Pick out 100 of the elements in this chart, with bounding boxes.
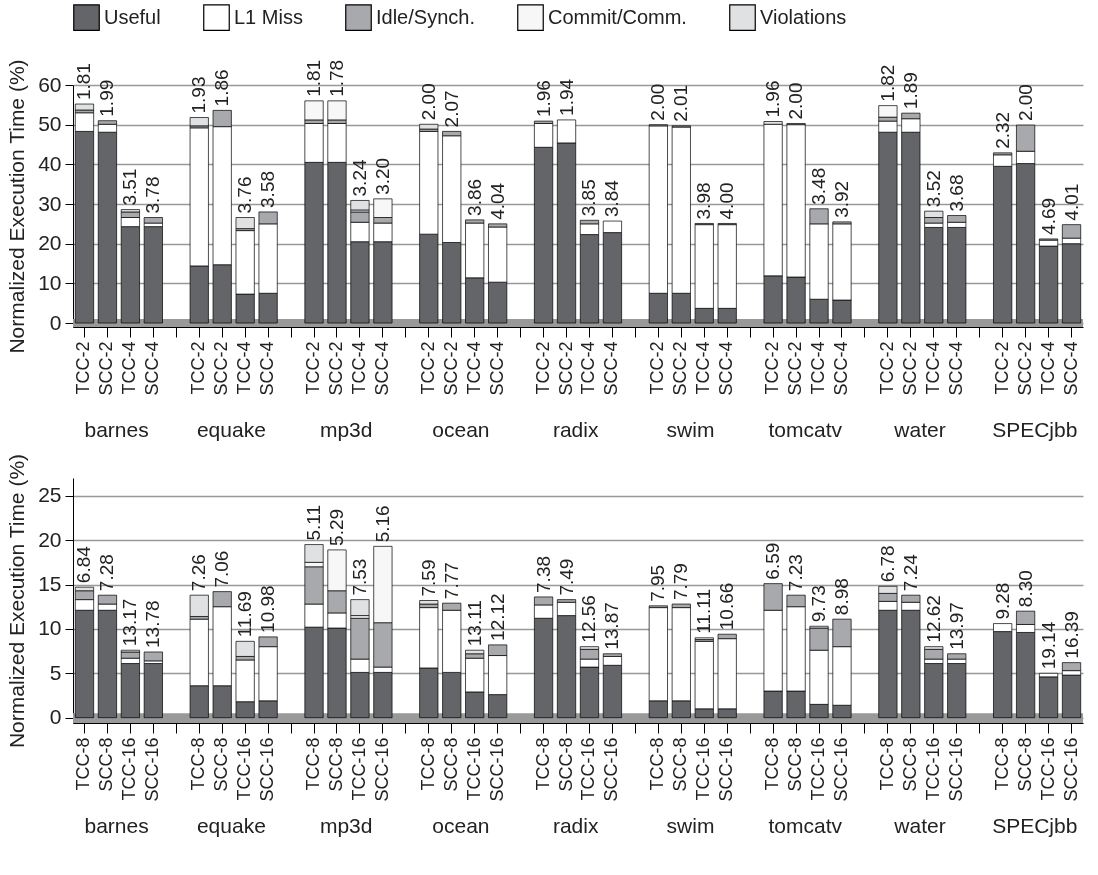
x-tick-label: SCC-4 (716, 341, 737, 396)
text: 1.96 (762, 80, 784, 118)
text: 4.01 (1060, 183, 1082, 221)
y-tick-label: 15 (38, 572, 62, 596)
x-tick-label: SCC-8 (440, 737, 461, 792)
x-tick-label: TCC-8 (532, 737, 553, 791)
x-tick-label: SCC-8 (1014, 737, 1035, 792)
y-tick-label: 20 (38, 527, 62, 551)
x-tick-label: TCC-16 (693, 737, 714, 801)
text: 13.87 (601, 602, 623, 650)
text: swim (666, 418, 715, 441)
x-tick-label: TCC-4 (234, 341, 255, 395)
text: 3.20 (371, 157, 393, 195)
text: SPECjbb (992, 814, 1078, 837)
text: 3.98 (693, 182, 715, 220)
text: 6.59 (762, 542, 784, 580)
x-tick-label: TCC-2 (303, 341, 324, 395)
text: 6.78 (876, 545, 898, 583)
x-tick-label: SCC-2 (899, 341, 920, 396)
text: SPECjbb (992, 418, 1078, 441)
text: 7.53 (348, 558, 370, 596)
x-tick-label: TCC-16 (348, 737, 369, 801)
x-tick-label: TCC-4 (463, 341, 484, 395)
x-tick-label: TCC-16 (463, 737, 484, 801)
x-tick-label: SCC-16 (830, 737, 851, 802)
text: 12.12 (486, 593, 508, 641)
text: 1.81 (73, 63, 95, 101)
x-tick-label: TCC-8 (876, 737, 897, 791)
text: ocean (432, 814, 490, 837)
text: 12.56 (578, 595, 600, 643)
text: water (893, 418, 946, 441)
x-tick-label: SCC-16 (142, 737, 163, 802)
x-tick-label: SCC-2 (555, 341, 576, 396)
x-tick-label: SCC-8 (211, 737, 232, 792)
text: 7.59 (417, 559, 439, 597)
text: 13.17 (119, 598, 141, 647)
x-tick-label: SCC-2 (670, 341, 691, 396)
x-tick-label: TCC-4 (119, 341, 140, 395)
text: radix (552, 418, 599, 441)
text: 3.76 (234, 176, 256, 214)
text: 1.81 (303, 59, 325, 97)
x-tick-label: SCC-2 (785, 341, 806, 396)
y-axis-title: Normalized Execution Time (%) (5, 59, 29, 354)
x-tick-label: SCC-4 (1060, 341, 1081, 396)
x-tick-label: SCC-4 (486, 341, 507, 396)
y-tick-label: 50 (38, 112, 62, 136)
text: tomcatv (768, 814, 843, 837)
text: equake (196, 418, 266, 441)
text: 4.69 (1037, 197, 1059, 235)
x-tick-label: SCC-4 (371, 341, 392, 396)
x-tick-label: SCC-2 (325, 341, 346, 396)
text: 7.49 (555, 558, 577, 596)
text: 13.78 (142, 600, 164, 648)
text: 12.62 (922, 595, 944, 643)
x-tick-label: TCC-8 (73, 737, 94, 791)
x-tick-label: TCC-16 (119, 737, 140, 801)
x-tick-label: TCC-2 (762, 341, 783, 395)
x-tick-label: SCC-4 (257, 341, 278, 396)
x-tick-label: TCC-16 (808, 737, 829, 801)
text: 7.79 (670, 563, 692, 601)
text: 11.69 (234, 591, 256, 638)
x-tick-label: TCC-8 (188, 737, 209, 791)
text: 4.00 (716, 182, 738, 220)
text: water (893, 814, 946, 837)
x-tick-label: TCC-16 (234, 737, 255, 801)
text: 5.29 (325, 508, 347, 546)
text: 2.01 (670, 84, 692, 122)
x-tick-label: SCC-16 (257, 737, 278, 802)
y-axis-title: Normalized Execution Time (%) (5, 453, 29, 749)
x-tick-label: TCC-4 (348, 341, 369, 395)
text: 7.24 (899, 554, 921, 592)
text: swim (666, 814, 715, 837)
text: 19.14 (1037, 621, 1059, 670)
x-tick-label: SCC-8 (785, 737, 806, 792)
text: 13.97 (945, 602, 967, 650)
x-tick-label: TCC-2 (532, 341, 553, 395)
text: equake (196, 814, 266, 837)
y-tick-label: 40 (38, 151, 62, 175)
x-tick-label: TCC-2 (647, 341, 668, 395)
text: 4.04 (486, 182, 508, 220)
text: 7.23 (785, 554, 807, 592)
legend-label: L1 Miss (234, 5, 303, 28)
text: mp3d (319, 418, 373, 441)
legend-label: Idle/Synch. (376, 5, 475, 28)
x-tick-label: SCC-16 (371, 737, 392, 802)
text: 2.07 (440, 90, 462, 128)
x-tick-label: SCC-2 (440, 341, 461, 396)
text: 1.82 (876, 64, 898, 102)
x-tick-label: SCC-8 (899, 737, 920, 792)
x-tick-label: TCC-8 (762, 737, 783, 791)
x-tick-label: TCC-2 (73, 341, 94, 395)
text: 10.66 (716, 582, 738, 631)
text: 3.78 (142, 176, 164, 214)
y-tick-label: 20 (38, 231, 62, 255)
y-tick-label: 10 (38, 616, 62, 640)
y-tick-label: 60 (38, 72, 62, 96)
x-tick-label: SCC-2 (211, 341, 232, 396)
x-tick-label: TCC-4 (922, 341, 943, 395)
text: 7.06 (211, 550, 233, 588)
x-tick-label: TCC-16 (1037, 737, 1058, 801)
